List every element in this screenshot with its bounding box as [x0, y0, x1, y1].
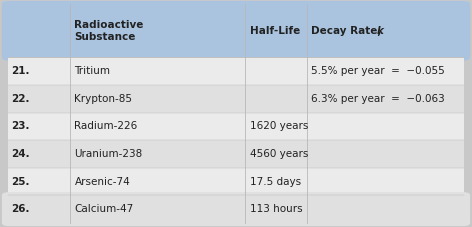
Bar	[8, 195, 464, 208]
Text: Arsenic-74: Arsenic-74	[75, 177, 130, 187]
Text: 22.: 22.	[11, 94, 30, 104]
Text: 1620 years: 1620 years	[250, 121, 308, 131]
Text: 24.: 24.	[11, 149, 30, 159]
FancyBboxPatch shape	[5, 2, 467, 225]
Text: Radium-226: Radium-226	[75, 121, 138, 131]
Bar	[8, 113, 464, 140]
Text: 25.: 25.	[11, 177, 30, 187]
Text: 6.3% per year  =  −0.063: 6.3% per year = −0.063	[311, 94, 445, 104]
Text: Half-Life: Half-Life	[250, 26, 300, 36]
Text: k: k	[377, 26, 384, 36]
Text: Tritium: Tritium	[75, 66, 110, 76]
Bar	[8, 57, 464, 85]
Text: 113 hours: 113 hours	[250, 204, 302, 214]
Text: 21.: 21.	[11, 66, 30, 76]
Bar	[8, 33, 464, 57]
Bar	[8, 85, 464, 113]
Text: Calcium-47: Calcium-47	[75, 204, 134, 214]
Text: 23.: 23.	[11, 121, 30, 131]
Text: Krypton-85: Krypton-85	[75, 94, 133, 104]
Text: 17.5 days: 17.5 days	[250, 177, 301, 187]
Text: 5.5% per year  =  −0.055: 5.5% per year = −0.055	[311, 66, 445, 76]
Text: 4560 years: 4560 years	[250, 149, 308, 159]
Bar	[8, 140, 464, 168]
Bar	[8, 168, 464, 195]
Text: 26.: 26.	[11, 204, 30, 214]
Text: Decay Rate,: Decay Rate,	[311, 26, 385, 36]
Text: Radioactive
Substance: Radioactive Substance	[75, 20, 144, 42]
FancyBboxPatch shape	[2, 1, 470, 61]
FancyBboxPatch shape	[2, 192, 470, 226]
Text: Uranium-238: Uranium-238	[75, 149, 143, 159]
